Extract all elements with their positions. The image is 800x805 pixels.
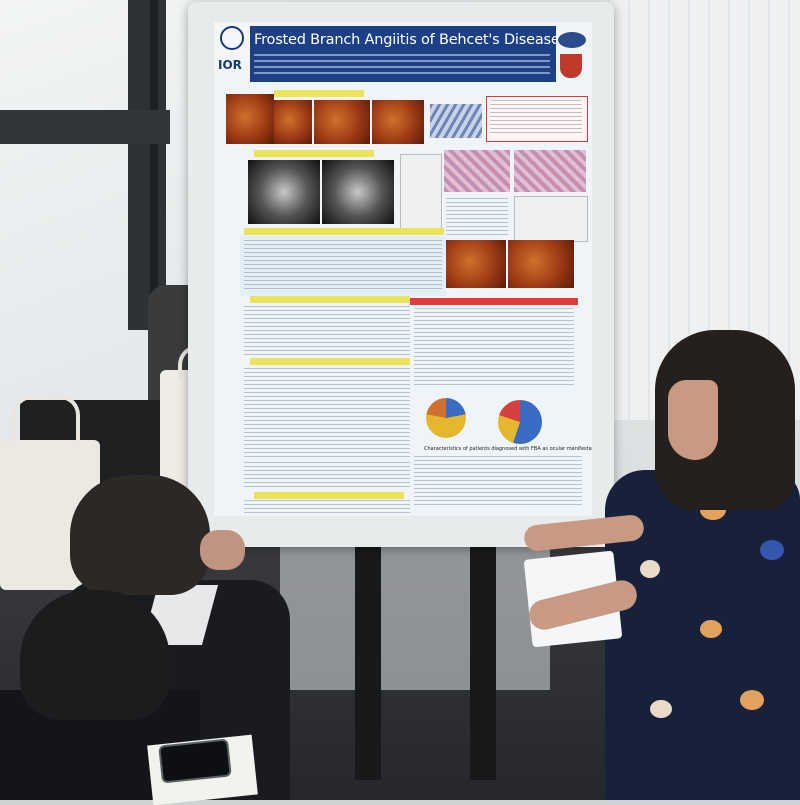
window-frame <box>128 0 166 330</box>
pie-chart <box>498 400 542 444</box>
poster-screen: IOR Frosted Branch Angiitis of Behcet's … <box>214 22 592 516</box>
diagram-sketch <box>514 196 588 242</box>
histology-image <box>514 150 586 192</box>
histology-image <box>444 150 510 192</box>
logo-panel: IOR <box>214 22 250 78</box>
window-frame-crossbar <box>0 110 170 144</box>
footer-text <box>244 500 410 514</box>
poster-title: Frosted Branch Angiitis of Behcet's Dise… <box>254 32 560 48</box>
section-header <box>250 358 410 365</box>
tote-bag-handle <box>12 395 80 444</box>
table-text <box>244 462 410 490</box>
fundus-photo <box>314 100 370 144</box>
fundus-photo <box>372 100 424 144</box>
presenter-face <box>668 380 718 460</box>
clinical-course-text <box>244 240 442 292</box>
fundus-photo <box>274 100 312 144</box>
stand-post-right <box>470 540 496 780</box>
section-header <box>274 90 364 97</box>
floral-pattern <box>700 620 722 638</box>
pie-chart <box>426 398 466 438</box>
angiography-image <box>248 160 320 224</box>
conclusion-header <box>410 298 578 305</box>
section-header <box>250 296 410 303</box>
university-emblem-icon <box>558 32 586 48</box>
angiography-image <box>322 160 394 224</box>
logo-text: IOR <box>218 58 242 72</box>
viewer-hair <box>20 590 170 720</box>
smartphone <box>158 738 232 784</box>
diagram-sketch <box>400 154 442 230</box>
section-header <box>254 150 374 157</box>
section-header <box>254 492 404 499</box>
pie-caption: Characteristics of patients diagnosed wi… <box>424 446 592 452</box>
case-text <box>244 306 410 356</box>
figure-text <box>446 198 508 238</box>
fundus-photo <box>446 240 506 288</box>
poster-title-bar: Frosted Branch Angiitis of Behcet's Dise… <box>250 26 560 82</box>
statistics-table <box>414 456 582 506</box>
stand-post-left <box>355 540 381 780</box>
floral-pattern <box>760 540 784 560</box>
crest-icon <box>560 54 582 78</box>
window-mullion <box>150 0 158 330</box>
fundus-photo <box>508 240 574 288</box>
floral-pattern <box>650 700 672 718</box>
fundus-photo <box>226 94 274 144</box>
highlight-text <box>490 100 582 136</box>
oct-image <box>430 104 482 138</box>
institute-emblem-icon <box>220 26 244 50</box>
floral-pattern <box>640 560 660 578</box>
section-header <box>244 228 444 235</box>
conclusion-text <box>414 308 574 388</box>
viewer-hair <box>70 475 210 595</box>
stand-base <box>280 540 550 690</box>
floral-pattern <box>740 690 764 710</box>
poster-authors <box>254 54 550 78</box>
results-text <box>244 368 410 458</box>
viewer-hand <box>200 530 245 570</box>
